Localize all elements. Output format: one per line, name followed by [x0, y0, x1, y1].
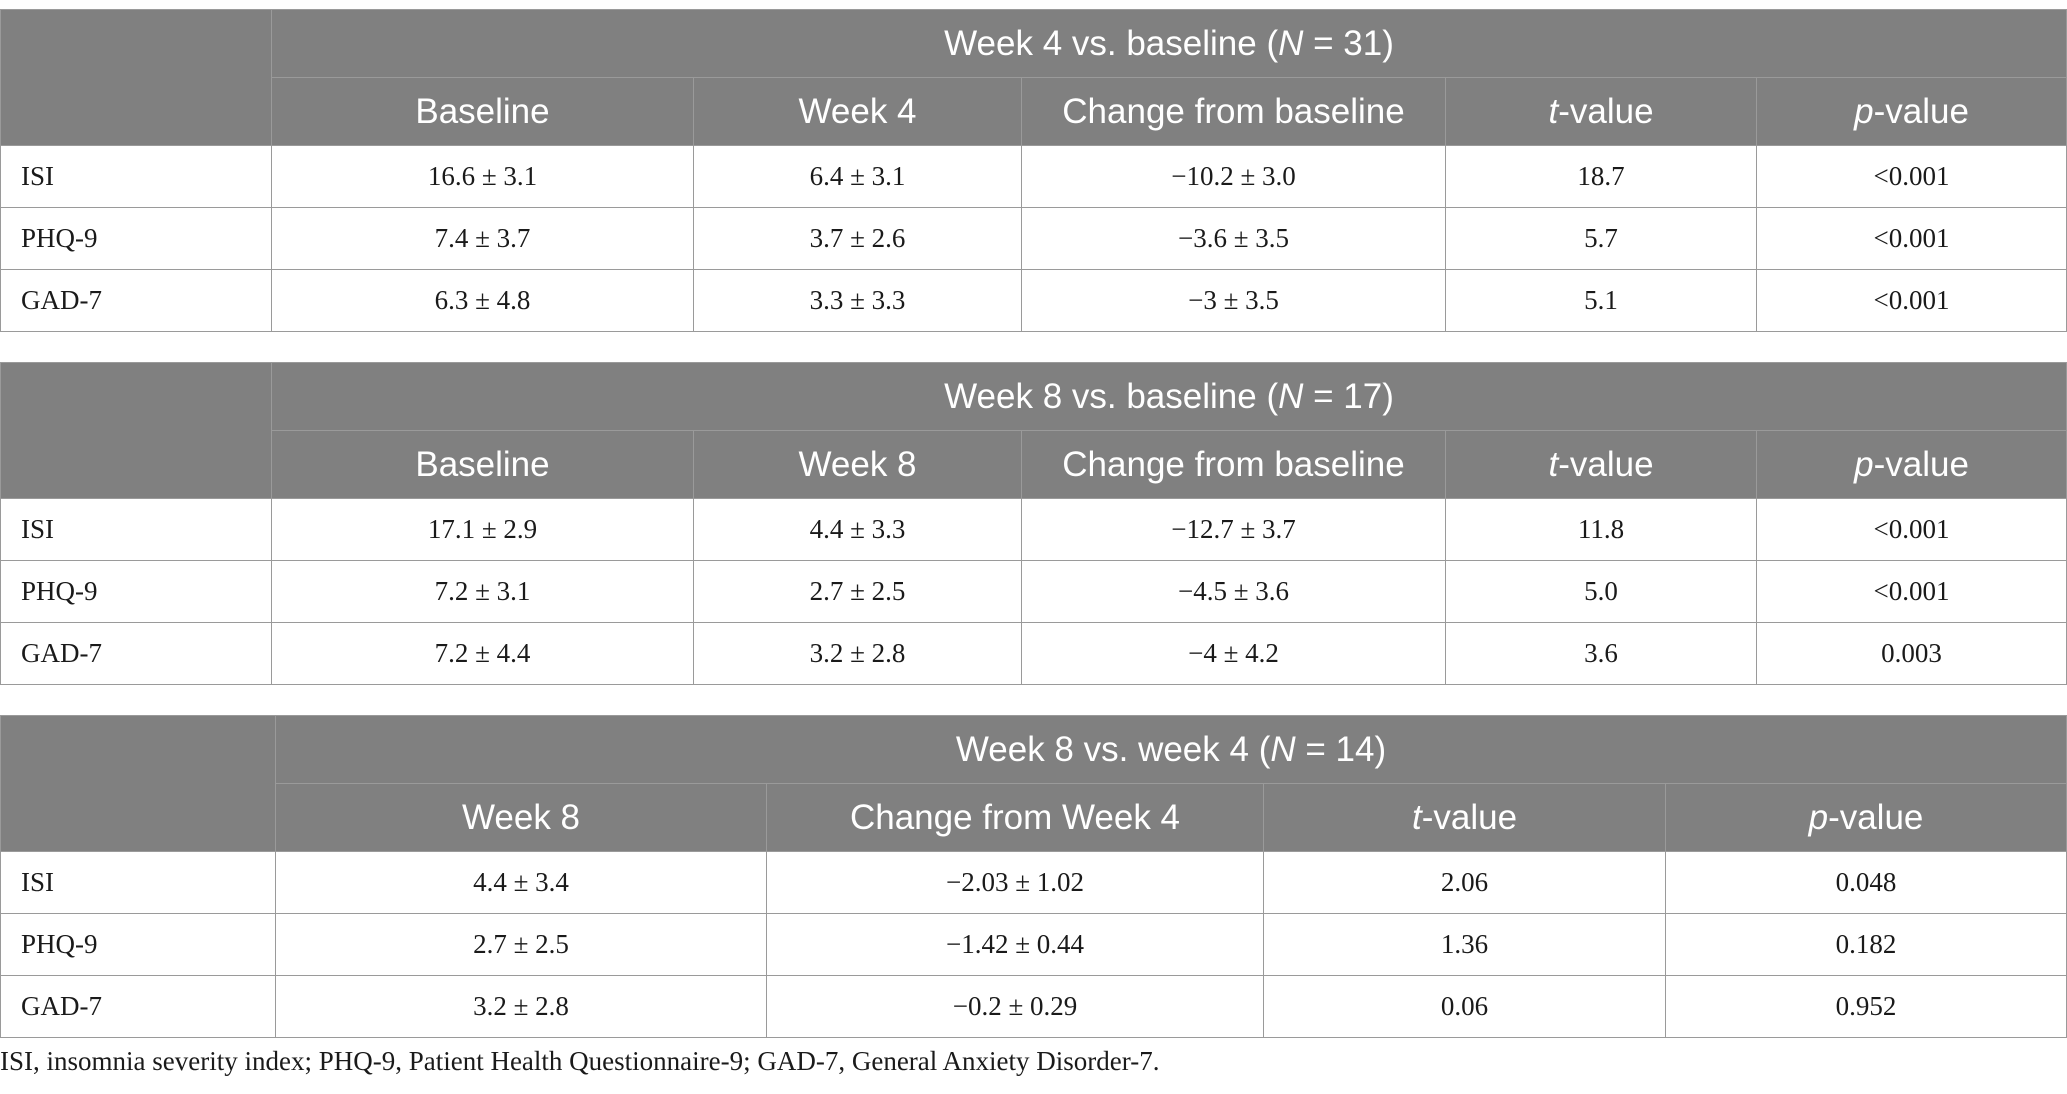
column-header: Week 8	[275, 783, 767, 852]
table-title: Week 8 vs. baseline (N = 17)	[270, 362, 2067, 431]
table-row: PHQ-9 7.2 ± 3.1 2.7 ± 2.5 −4.5 ± 3.6 5.0…	[0, 560, 2067, 623]
column-header: Week 4	[693, 77, 1022, 146]
header-corner-cell	[0, 9, 272, 146]
table-cell: 0.952	[1665, 975, 2067, 1038]
table-cell: 4.4 ± 3.3	[693, 498, 1022, 561]
table-cell: 3.3 ± 3.3	[693, 269, 1022, 332]
table-cell: <0.001	[1755, 560, 2067, 623]
column-header: Change from baseline	[1021, 430, 1446, 499]
table-cell: 2.7 ± 2.5	[275, 913, 767, 976]
table-cell: 3.2 ± 2.8	[693, 622, 1022, 685]
row-label: ISI	[0, 851, 276, 914]
table-cell: 4.4 ± 3.4	[275, 851, 767, 914]
table-row: ISI 4.4 ± 3.4 −2.03 ± 1.02 2.06 0.048	[0, 851, 2067, 914]
table-cell: 3.7 ± 2.6	[693, 207, 1022, 270]
row-label: GAD-7	[0, 269, 272, 332]
table-title: Week 4 vs. baseline (N = 31)	[270, 9, 2067, 78]
column-header: p-value	[1755, 430, 2067, 499]
row-label: GAD-7	[0, 622, 272, 685]
column-header: Week 8	[693, 430, 1022, 499]
table-footnote: ISI, insomnia severity index; PHQ-9, Pat…	[0, 1046, 1160, 1076]
table-title: Week 8 vs. week 4 (N = 14)	[275, 715, 2067, 784]
table-row: GAD-7 3.2 ± 2.8 −0.2 ± 0.29 0.06 0.952	[0, 975, 2067, 1038]
table-cell: 2.7 ± 2.5	[693, 560, 1022, 623]
table-cell: 18.7	[1445, 145, 1757, 208]
table-cell: −3.6 ± 3.5	[1021, 207, 1446, 270]
table-cell: 0.182	[1665, 913, 2067, 976]
table-row: GAD-7 6.3 ± 4.8 3.3 ± 3.3 −3 ± 3.5 5.1 <…	[0, 269, 2067, 332]
column-header: Baseline	[271, 430, 694, 499]
row-label: ISI	[0, 498, 272, 561]
row-label: PHQ-9	[0, 207, 272, 270]
table-cell: 0.003	[1755, 622, 2067, 685]
column-header: t-value	[1445, 77, 1757, 146]
table-cell: 2.06	[1263, 851, 1666, 914]
table-cell: 7.2 ± 3.1	[271, 560, 694, 623]
table-cell: 17.1 ± 2.9	[271, 498, 694, 561]
table-cell: −0.2 ± 0.29	[766, 975, 1264, 1038]
week8-vs-baseline-table: Week 8 vs. baseline (N = 17) Baseline We…	[0, 362, 2067, 685]
row-label: PHQ-9	[0, 913, 276, 976]
table-row: PHQ-9 2.7 ± 2.5 −1.42 ± 0.44 1.36 0.182	[0, 913, 2067, 976]
table-cell: 7.2 ± 4.4	[271, 622, 694, 685]
table-cell: 5.0	[1445, 560, 1757, 623]
column-header: Change from Week 4	[766, 783, 1264, 852]
week4-vs-baseline-table: Week 4 vs. baseline (N = 31) Baseline We…	[0, 9, 2067, 332]
column-header: Change from baseline	[1021, 77, 1446, 146]
table-row: ISI 17.1 ± 2.9 4.4 ± 3.3 −12.7 ± 3.7 11.…	[0, 498, 2067, 561]
table-cell: <0.001	[1755, 498, 2067, 561]
column-header: Baseline	[271, 77, 694, 146]
column-header: p-value	[1755, 77, 2067, 146]
table-cell: 1.36	[1263, 913, 1666, 976]
column-header: p-value	[1665, 783, 2067, 852]
table-cell: 0.06	[1263, 975, 1666, 1038]
table-cell: 3.6	[1445, 622, 1757, 685]
table-cell: −2.03 ± 1.02	[766, 851, 1264, 914]
table-cell: −4.5 ± 3.6	[1021, 560, 1446, 623]
header-corner-cell	[0, 362, 272, 499]
table-cell: <0.001	[1755, 269, 2067, 332]
table-cell: 7.4 ± 3.7	[271, 207, 694, 270]
table-cell: <0.001	[1755, 145, 2067, 208]
table-cell: −1.42 ± 0.44	[766, 913, 1264, 976]
table-cell: −3 ± 3.5	[1021, 269, 1446, 332]
table-cell: 3.2 ± 2.8	[275, 975, 767, 1038]
row-label: ISI	[0, 145, 272, 208]
header-corner-cell	[0, 715, 276, 852]
table-row: PHQ-9 7.4 ± 3.7 3.7 ± 2.6 −3.6 ± 3.5 5.7…	[0, 207, 2067, 270]
column-header: t-value	[1445, 430, 1757, 499]
table-cell: 0.048	[1665, 851, 2067, 914]
row-label: GAD-7	[0, 975, 276, 1038]
row-label: PHQ-9	[0, 560, 272, 623]
table-cell: 5.7	[1445, 207, 1757, 270]
table-cell: 6.4 ± 3.1	[693, 145, 1022, 208]
table-cell: −10.2 ± 3.0	[1021, 145, 1446, 208]
column-header: t-value	[1263, 783, 1666, 852]
table-cell: −12.7 ± 3.7	[1021, 498, 1446, 561]
table-cell: 11.8	[1445, 498, 1757, 561]
week8-vs-week4-table: Week 8 vs. week 4 (N = 14) Week 8 Change…	[0, 715, 2067, 1038]
table-row: GAD-7 7.2 ± 4.4 3.2 ± 2.8 −4 ± 4.2 3.6 0…	[0, 622, 2067, 685]
table-cell: 6.3 ± 4.8	[271, 269, 694, 332]
table-row: ISI 16.6 ± 3.1 6.4 ± 3.1 −10.2 ± 3.0 18.…	[0, 145, 2067, 208]
table-cell: 5.1	[1445, 269, 1757, 332]
table-cell: 16.6 ± 3.1	[271, 145, 694, 208]
table-cell: <0.001	[1755, 207, 2067, 270]
table-cell: −4 ± 4.2	[1021, 622, 1446, 685]
